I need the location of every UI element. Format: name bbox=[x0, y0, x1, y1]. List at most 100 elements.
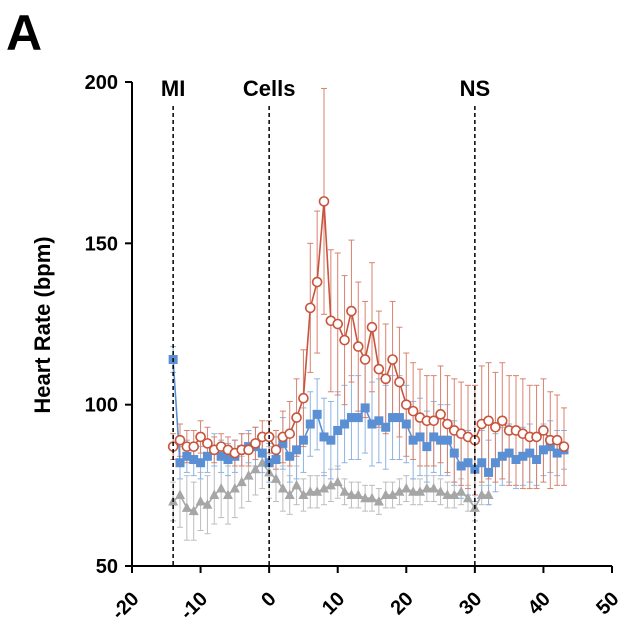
data-point bbox=[518, 451, 528, 461]
data-point bbox=[421, 483, 432, 493]
data-point bbox=[401, 483, 412, 493]
data-point bbox=[387, 489, 398, 500]
data-point bbox=[332, 476, 343, 487]
data-point bbox=[339, 334, 350, 346]
data-point bbox=[442, 489, 453, 500]
data-point bbox=[285, 451, 295, 461]
data-point bbox=[558, 441, 570, 452]
data-point bbox=[257, 448, 267, 458]
error-bars bbox=[170, 87, 567, 541]
data-point bbox=[291, 412, 302, 423]
panel-label: A bbox=[6, 5, 43, 61]
data-point bbox=[236, 476, 247, 487]
data-point bbox=[428, 483, 439, 493]
data-point bbox=[511, 455, 521, 465]
data-point bbox=[195, 495, 206, 506]
data-point bbox=[496, 415, 508, 427]
data-point bbox=[483, 489, 494, 500]
data-point bbox=[250, 438, 261, 449]
data-point bbox=[278, 438, 288, 448]
data-point bbox=[202, 451, 212, 461]
data-point bbox=[373, 363, 385, 375]
data-point bbox=[298, 392, 309, 404]
data-point bbox=[373, 495, 384, 506]
data-point bbox=[305, 419, 315, 429]
data-point bbox=[340, 419, 350, 429]
data-point bbox=[292, 445, 302, 455]
data-point bbox=[319, 483, 329, 493]
data-point bbox=[429, 432, 439, 442]
data-point bbox=[209, 489, 220, 500]
data-point bbox=[270, 444, 282, 456]
data-point bbox=[311, 276, 323, 288]
data-point bbox=[408, 486, 419, 496]
data-point bbox=[216, 483, 227, 493]
data-point bbox=[353, 489, 364, 500]
data-point bbox=[216, 451, 226, 461]
data-point bbox=[196, 458, 206, 468]
data-point bbox=[538, 445, 548, 455]
annotation-label: NS bbox=[460, 76, 491, 101]
data-point bbox=[305, 486, 316, 496]
x-tick-label: -10 bbox=[176, 588, 212, 624]
data-point bbox=[312, 409, 322, 419]
y-axis-title: Heart Rate (bpm) bbox=[30, 236, 55, 413]
data-point bbox=[325, 479, 336, 490]
data-point bbox=[381, 422, 391, 432]
data-point bbox=[346, 489, 357, 500]
x-tick-label: 50 bbox=[592, 588, 623, 619]
data-point bbox=[415, 486, 425, 496]
data-point bbox=[229, 483, 240, 493]
data-point bbox=[504, 448, 514, 458]
data-point bbox=[202, 499, 213, 509]
data-point bbox=[408, 435, 418, 445]
data-point bbox=[360, 492, 371, 503]
data-point bbox=[189, 455, 199, 465]
data-point bbox=[435, 409, 446, 420]
data-point bbox=[531, 431, 542, 443]
data-point bbox=[195, 431, 206, 443]
data-point bbox=[407, 405, 419, 417]
data-point bbox=[497, 451, 507, 461]
data-point bbox=[442, 418, 453, 430]
data-point bbox=[525, 448, 535, 458]
data-point bbox=[456, 461, 466, 471]
data-point bbox=[312, 486, 323, 496]
data-point bbox=[463, 492, 473, 503]
data-point bbox=[332, 318, 344, 330]
data-point bbox=[538, 425, 549, 436]
data-point bbox=[284, 489, 295, 500]
data-point bbox=[243, 470, 254, 480]
data-point bbox=[181, 502, 192, 512]
data-point bbox=[456, 486, 467, 496]
data-point bbox=[326, 435, 336, 445]
data-point bbox=[422, 442, 432, 452]
data-point bbox=[271, 473, 281, 483]
data-point bbox=[490, 458, 500, 468]
annotations: MI Cells NS bbox=[161, 76, 490, 566]
data-point bbox=[359, 354, 371, 365]
data-point bbox=[394, 376, 405, 388]
data-point bbox=[277, 483, 288, 493]
data-point bbox=[463, 458, 473, 468]
data-point bbox=[319, 432, 329, 442]
data-point bbox=[284, 428, 296, 440]
data-point bbox=[353, 413, 363, 423]
data-point bbox=[483, 415, 494, 427]
data-point bbox=[436, 435, 446, 445]
data-point bbox=[400, 399, 412, 410]
data-point bbox=[552, 448, 562, 458]
data-point bbox=[449, 489, 460, 500]
data-point bbox=[551, 434, 563, 446]
data-point bbox=[175, 458, 185, 468]
y-tick-label: 150 bbox=[85, 233, 118, 255]
data-point bbox=[401, 419, 411, 429]
data-point bbox=[352, 341, 364, 352]
data-point bbox=[250, 463, 261, 474]
data-point bbox=[490, 421, 501, 433]
data-point bbox=[298, 489, 309, 500]
data-point bbox=[428, 415, 440, 427]
data-point bbox=[387, 354, 398, 365]
y-tick-label: 200 bbox=[85, 72, 118, 94]
